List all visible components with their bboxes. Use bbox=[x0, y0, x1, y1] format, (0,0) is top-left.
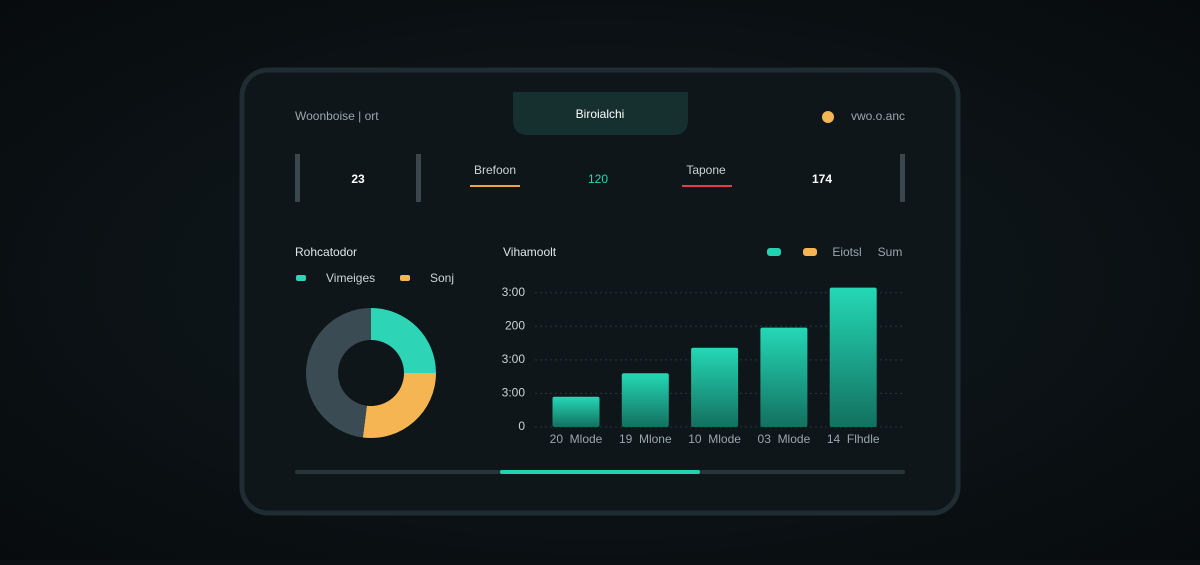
y-tick-label: 3:00 bbox=[502, 352, 526, 366]
legend-label: Eiotsl bbox=[832, 245, 861, 259]
kpi-value: 23 bbox=[351, 172, 365, 186]
legend-swatch bbox=[400, 275, 410, 281]
y-tick-label: 3:00 bbox=[502, 285, 526, 299]
title-tab bbox=[513, 92, 688, 135]
kpi-underline bbox=[682, 185, 732, 187]
x-tick-label: 14 Flhdle bbox=[827, 432, 880, 446]
y-tick-label: 200 bbox=[505, 318, 525, 332]
bar bbox=[691, 347, 739, 427]
legend-swatch bbox=[296, 275, 306, 281]
bar bbox=[760, 327, 808, 427]
header-left: Woonboise | ort bbox=[295, 109, 379, 123]
x-tick-label: 20 Mlode bbox=[550, 432, 603, 446]
bracket bbox=[295, 154, 300, 202]
kpi-value: 174 bbox=[812, 172, 832, 186]
header-title: Biroialchi bbox=[576, 107, 625, 121]
progress-fill bbox=[500, 470, 700, 474]
pie-slice bbox=[362, 373, 436, 438]
kpi-underline bbox=[470, 185, 520, 187]
legend-label: Sum bbox=[878, 245, 903, 259]
chart-title: Vihamoolt bbox=[503, 245, 557, 259]
bar bbox=[621, 373, 669, 427]
legend-label: Sonj bbox=[430, 271, 454, 285]
x-tick-label: 19 Mlone bbox=[619, 432, 672, 446]
legend-swatch bbox=[803, 248, 817, 256]
bracket bbox=[416, 154, 421, 202]
bar bbox=[829, 287, 877, 427]
kpi-value: 120 bbox=[588, 172, 608, 186]
x-tick-label: 10 Mlode bbox=[688, 432, 741, 446]
bar bbox=[552, 396, 600, 427]
y-tick-label: 0 bbox=[518, 419, 525, 433]
chart-title: Rohcatodor bbox=[295, 245, 357, 259]
x-tick-label: 03 Mlode bbox=[758, 432, 811, 446]
y-tick-label: 3:00 bbox=[502, 386, 526, 400]
legend-swatch bbox=[767, 248, 781, 256]
header-right: vwo.o.anc bbox=[851, 109, 905, 123]
kpi-label: Brefoon bbox=[474, 163, 516, 177]
legend-label: Vimeiges bbox=[326, 271, 375, 285]
pie-slice bbox=[371, 308, 436, 373]
bracket bbox=[900, 154, 905, 202]
pie-slice bbox=[306, 308, 371, 438]
kpi-label: Tapone bbox=[686, 163, 726, 177]
status-dot bbox=[822, 111, 834, 123]
